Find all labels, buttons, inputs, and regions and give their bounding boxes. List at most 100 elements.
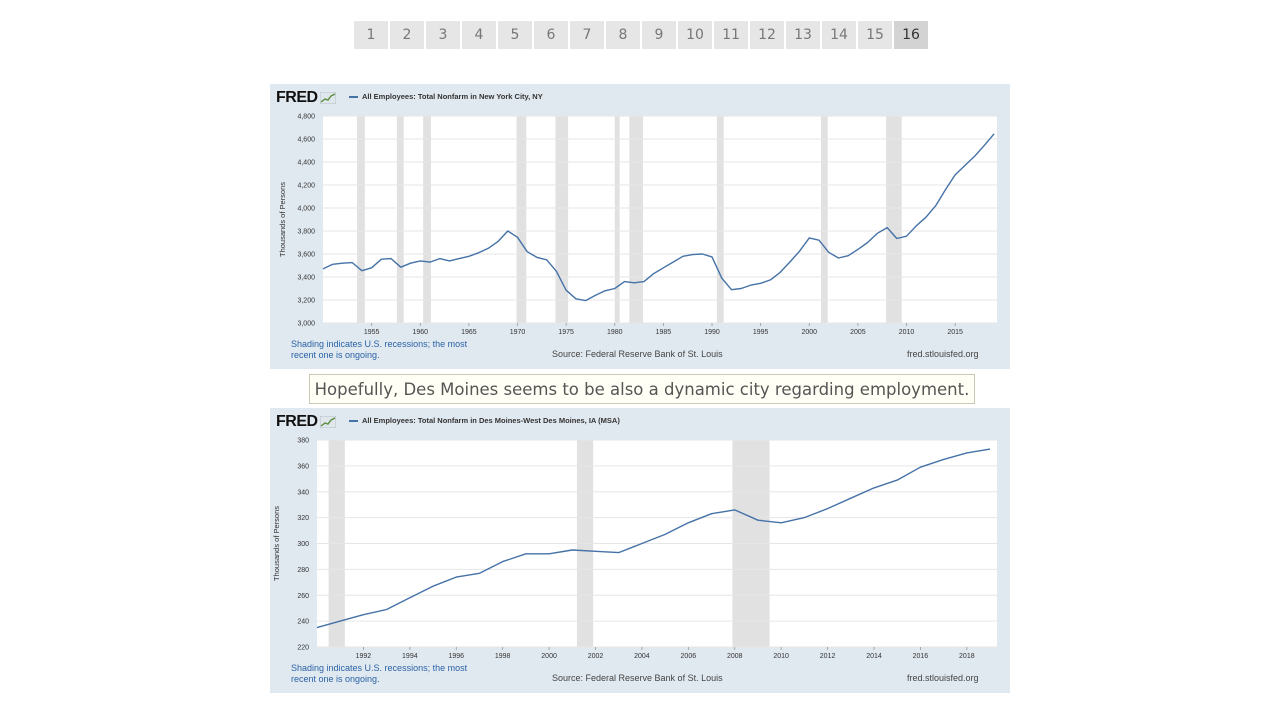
data-point xyxy=(780,522,782,524)
page-button-2[interactable]: 2 xyxy=(390,21,424,49)
x-tick-label: 1995 xyxy=(753,329,769,336)
y-tick-label: 380 xyxy=(297,438,309,445)
data-point xyxy=(479,572,481,574)
x-tick-label: 2014 xyxy=(866,653,882,660)
recession-band xyxy=(516,116,527,323)
page-button-4[interactable]: 4 xyxy=(462,21,496,49)
nyc-employment-chart: 3,000 3,200 3,400 3,600 3,800 4,000 4,200 4,400… xyxy=(278,114,997,336)
data-point xyxy=(339,620,341,622)
page-button-8[interactable]: 8 xyxy=(606,21,640,49)
data-point xyxy=(478,252,480,254)
data-point xyxy=(565,289,567,291)
chart-legend: All Employees: Total Nonfarm in Des Moin… xyxy=(349,416,620,425)
x-tick-label: 1975 xyxy=(558,329,574,336)
data-point xyxy=(770,279,772,281)
source-url-link[interactable]: fred.stlouisfed.org xyxy=(907,349,979,359)
y-tick-label: 280 xyxy=(297,567,309,574)
x-tick-label: 1960 xyxy=(412,329,428,336)
data-point xyxy=(361,270,363,272)
data-point xyxy=(548,553,550,555)
source-text: Source: Federal Reserve Bank of St. Loui… xyxy=(552,349,723,359)
recession-band xyxy=(629,116,643,323)
page-button-3[interactable]: 3 xyxy=(426,21,460,49)
x-tick-label: 2012 xyxy=(820,653,836,660)
data-point xyxy=(915,225,917,227)
data-point xyxy=(390,258,392,260)
data-point xyxy=(731,289,733,291)
data-point xyxy=(517,236,519,238)
chart-legend: All Employees: Total Nonfarm in New York… xyxy=(349,92,543,101)
page-button-12[interactable]: 12 xyxy=(750,21,784,49)
y-tick-label: 3,600 xyxy=(297,252,315,259)
y-tick-label: 4,000 xyxy=(297,206,315,213)
x-tick-label: 1970 xyxy=(510,329,526,336)
y-tick-label: 4,200 xyxy=(297,183,315,190)
source-url-link[interactable]: fred.stlouisfed.org xyxy=(907,673,979,683)
x-tick-label: 1994 xyxy=(402,653,418,660)
data-point xyxy=(594,295,596,297)
page-button-14[interactable]: 14 xyxy=(822,21,856,49)
page-button-15[interactable]: 15 xyxy=(858,21,892,49)
data-point xyxy=(989,448,991,450)
data-point xyxy=(925,216,927,218)
page-button-1[interactable]: 1 xyxy=(354,21,388,49)
x-tick-label: 2000 xyxy=(541,653,557,660)
data-point xyxy=(896,479,898,481)
data-point xyxy=(487,247,489,249)
data-point xyxy=(808,237,810,239)
data-point xyxy=(363,614,365,616)
data-point xyxy=(906,235,908,237)
legend-swatch xyxy=(349,419,358,422)
recession-note[interactable]: Shading indicates U.S. recessions; the m… xyxy=(291,663,468,684)
legend-label: All Employees: Total Nonfarm in New York… xyxy=(362,92,543,101)
data-point xyxy=(873,487,875,489)
x-tick-label: 2015 xyxy=(947,329,963,336)
y-tick-label: 220 xyxy=(297,645,309,652)
data-point xyxy=(943,459,945,461)
data-point xyxy=(371,267,373,269)
data-point xyxy=(799,250,801,252)
page-button-6[interactable]: 6 xyxy=(534,21,568,49)
page-button-7[interactable]: 7 xyxy=(570,21,604,49)
x-tick-label: 1990 xyxy=(704,329,720,336)
fred-logo[interactable]: FRED xyxy=(276,89,336,107)
data-point xyxy=(458,258,460,260)
x-tick-label: 2005 xyxy=(850,329,866,336)
y-tick-label: 4,400 xyxy=(297,160,315,167)
data-point xyxy=(734,509,736,511)
data-point xyxy=(818,239,820,241)
data-point xyxy=(449,260,451,262)
data-point xyxy=(386,609,388,611)
page-button-5[interactable]: 5 xyxy=(498,21,532,49)
data-point xyxy=(507,230,509,232)
data-point xyxy=(682,255,684,257)
x-tick-label: 1998 xyxy=(495,653,511,660)
page-button-10[interactable]: 10 xyxy=(678,21,712,49)
data-point xyxy=(838,257,840,259)
fred-logo[interactable]: FRED xyxy=(276,413,336,431)
chart-panel-nyc: FRED All Employees: Total Nonfarm in New… xyxy=(270,84,1010,369)
data-point xyxy=(618,552,620,554)
mini-chart-icon xyxy=(319,416,336,428)
data-point xyxy=(984,144,986,146)
data-point xyxy=(455,576,457,578)
data-point xyxy=(332,263,334,265)
data-point xyxy=(643,281,645,283)
data-point xyxy=(322,268,324,270)
data-point xyxy=(400,266,402,268)
page-button-13[interactable]: 13 xyxy=(786,21,820,49)
page-button-16[interactable]: 16 xyxy=(894,21,928,49)
data-point xyxy=(419,260,421,262)
y-tick-label: 4,800 xyxy=(297,114,315,121)
data-point xyxy=(604,290,606,292)
data-point xyxy=(672,261,674,263)
fred-logo-text: FRED xyxy=(276,413,318,430)
data-point xyxy=(351,262,353,264)
data-point xyxy=(935,205,937,207)
data-point xyxy=(828,251,830,253)
recession-note[interactable]: Shading indicates U.S. recessions; the m… xyxy=(291,339,468,360)
y-tick-label: 240 xyxy=(297,619,309,626)
data-point xyxy=(867,242,869,244)
page-button-11[interactable]: 11 xyxy=(714,21,748,49)
page-button-9[interactable]: 9 xyxy=(642,21,676,49)
